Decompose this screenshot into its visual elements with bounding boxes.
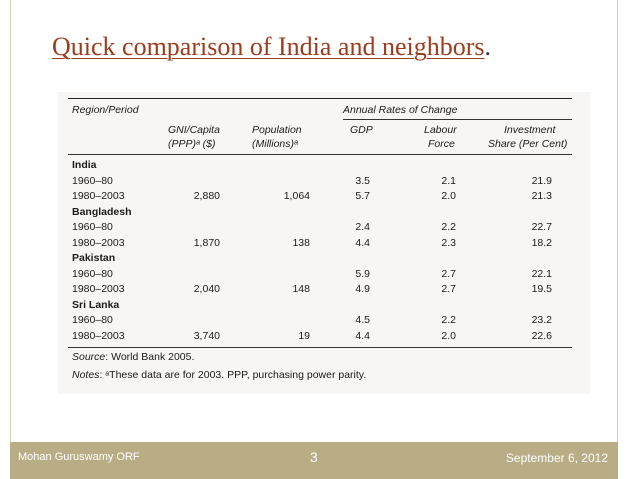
- footer-bar: Mohan Guruswamy ORF 3 September 6, 2012: [10, 442, 618, 479]
- cell-period: 1980–2003: [72, 190, 125, 202]
- header-annual-rates: Annual Rates of Change: [343, 104, 458, 116]
- cell-gdp: 4.5: [355, 314, 370, 326]
- header-labour-line2: Force: [428, 138, 455, 150]
- cell-labour: 2.2: [441, 314, 456, 326]
- footer-date: September 6, 2012: [505, 451, 608, 465]
- cell-labour: 2.7: [441, 267, 456, 280]
- notes-text: : ᵃThese data are for 2003. PPP, purchas…: [99, 369, 367, 381]
- cell-gdp: 5.7: [355, 190, 370, 202]
- source-note: Source: World Bank 2005.: [72, 351, 194, 363]
- cell-gni: 2,040: [193, 283, 220, 295]
- group-name: Pakistan: [72, 252, 116, 264]
- group-name: Bangladesh: [72, 205, 132, 218]
- header-bottom-rule: [68, 154, 572, 155]
- slide-title: Quick comparison of India and neighbors.: [52, 32, 612, 72]
- cell-gdp: 4.9: [355, 283, 370, 295]
- cell-inv: 22.1: [531, 267, 552, 280]
- cell-labour: 2.2: [441, 221, 456, 233]
- cell-pop: 138: [292, 236, 310, 249]
- header-gni-line2: (PPP)ᵃ ($): [168, 138, 216, 150]
- cell-labour: 2.1: [441, 174, 456, 187]
- cell-period: 1960–80: [72, 267, 113, 280]
- header-gni-line1: GNI/Capita: [168, 124, 220, 136]
- cell-gdp: 2.4: [355, 221, 370, 233]
- notes-note: Notes: ᵃThese data are for 2003. PPP, pu…: [72, 369, 366, 381]
- cell-gdp: 5.9: [355, 267, 370, 280]
- cell-gni: 1,870: [193, 236, 220, 249]
- cell-inv: 22.6: [531, 329, 552, 342]
- cell-period: 1960–80: [72, 221, 113, 233]
- group-name: Sri Lanka: [72, 298, 120, 311]
- cell-pop: 19: [298, 329, 310, 342]
- cell-labour: 2.0: [441, 190, 456, 202]
- header-labour-line1: Labour: [424, 124, 457, 136]
- cell-period: 1980–2003: [72, 283, 125, 295]
- page-number: 3: [310, 449, 318, 465]
- cell-gdp: 3.5: [355, 174, 370, 187]
- header-investment-line1: Investment: [504, 124, 556, 136]
- cell-inv: 21.9: [531, 174, 552, 187]
- cell-gdp: 4.4: [355, 329, 370, 342]
- cell-pop: 148: [292, 283, 310, 295]
- source-label: Source: [72, 351, 106, 363]
- cell-period: 1980–2003: [72, 329, 125, 342]
- cell-pop: 1,064: [283, 190, 310, 202]
- cell-labour: 2.7: [441, 283, 456, 295]
- notes-label: Notes: [72, 369, 100, 381]
- header-investment-line2: Share (Per Cent): [488, 138, 568, 150]
- source-text: : World Bank 2005.: [105, 351, 195, 363]
- cell-labour: 2.3: [441, 236, 456, 249]
- cell-gdp: 4.4: [355, 236, 370, 249]
- header-annual-underline: [343, 119, 572, 120]
- header-region-period: Region/Period: [72, 104, 139, 116]
- cell-gni: 3,740: [193, 329, 220, 342]
- slide-title-period: .: [484, 32, 492, 61]
- cell-inv: 19.5: [531, 283, 552, 295]
- cell-labour: 2.0: [441, 329, 456, 342]
- slide-title-text: Quick comparison of India and neighbors: [52, 32, 485, 61]
- header-population-line2: (Millions)ᵃ: [252, 138, 298, 150]
- footer-author: Mohan Guruswamy ORF: [18, 451, 140, 463]
- left-border-line: [10, 0, 11, 479]
- table-top-rule: [68, 98, 572, 99]
- right-border-line: [617, 0, 618, 479]
- group-name: India: [72, 159, 97, 171]
- cell-inv: 18.2: [531, 236, 552, 249]
- comparison-table: Region/Period Annual Rates of Change GNI…: [58, 92, 590, 394]
- cell-period: 1980–2003: [72, 236, 125, 249]
- header-population-line1: Population: [252, 124, 302, 136]
- cell-inv: 21.3: [531, 190, 552, 202]
- table-bottom-rule: [68, 347, 572, 348]
- cell-inv: 22.7: [531, 221, 552, 233]
- cell-inv: 23.2: [531, 314, 552, 326]
- cell-period: 1960–80: [72, 314, 113, 326]
- cell-gni: 2,880: [193, 190, 220, 202]
- header-gdp: GDP: [350, 124, 373, 136]
- cell-period: 1960–80: [72, 174, 113, 187]
